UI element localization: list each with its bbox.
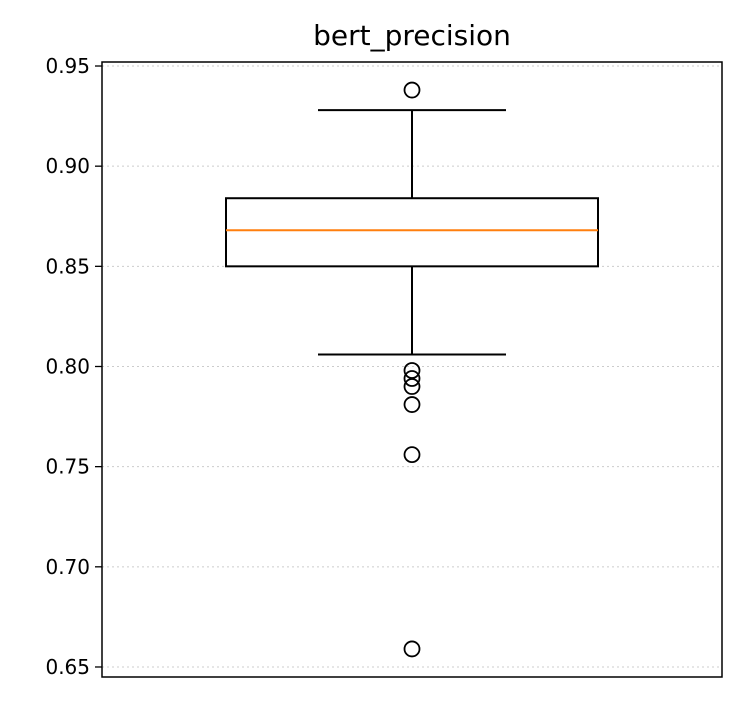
plot-frame	[101, 61, 723, 678]
interquartile-box	[225, 197, 599, 268]
outlier-point	[403, 378, 421, 395]
outlier-point	[403, 396, 421, 413]
box-plot-body	[225, 109, 599, 356]
y-tick-label: 0.90	[45, 154, 90, 178]
y-tick-label: 0.65	[45, 655, 90, 679]
grid-lines	[102, 65, 722, 668]
outlier-point	[403, 81, 421, 99]
y-tick-label: 0.95	[45, 54, 90, 78]
outlier-point	[403, 362, 421, 379]
outlier-point	[403, 640, 421, 658]
outlier-point	[403, 446, 421, 464]
y-tick-label: 0.85	[45, 254, 90, 278]
chart-title: bert_precision	[313, 19, 511, 52]
y-tick-label: 0.70	[45, 555, 90, 579]
y-tick-label: 0.75	[45, 455, 90, 479]
y-axis-ticks: 0.65 0.70 0.75 0.80 0.85 0.90 0.95	[45, 54, 102, 679]
outliers	[403, 81, 421, 658]
outlier-point	[403, 370, 421, 387]
y-tick-label: 0.80	[45, 354, 90, 378]
